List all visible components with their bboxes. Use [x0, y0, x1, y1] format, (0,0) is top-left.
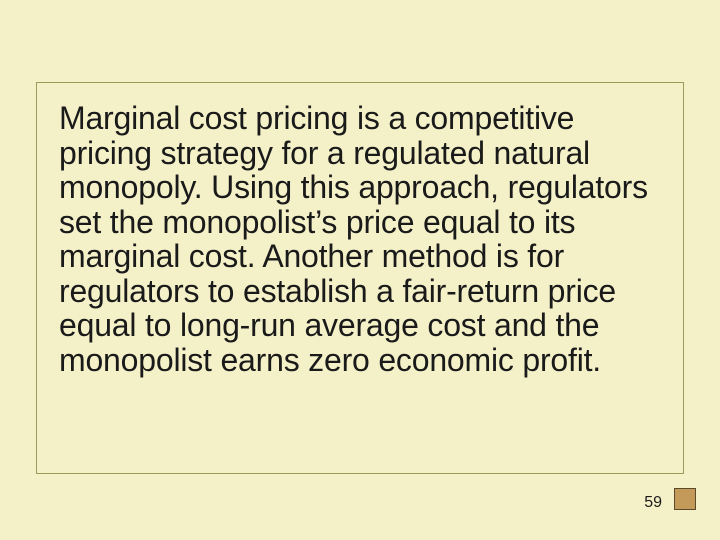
- corner-square-icon: [674, 488, 696, 510]
- body-text: Marginal cost pricing is a competitive p…: [59, 101, 661, 377]
- content-box: Marginal cost pricing is a competitive p…: [36, 82, 684, 474]
- page-number: 59: [644, 494, 662, 512]
- slide: Marginal cost pricing is a competitive p…: [0, 0, 720, 540]
